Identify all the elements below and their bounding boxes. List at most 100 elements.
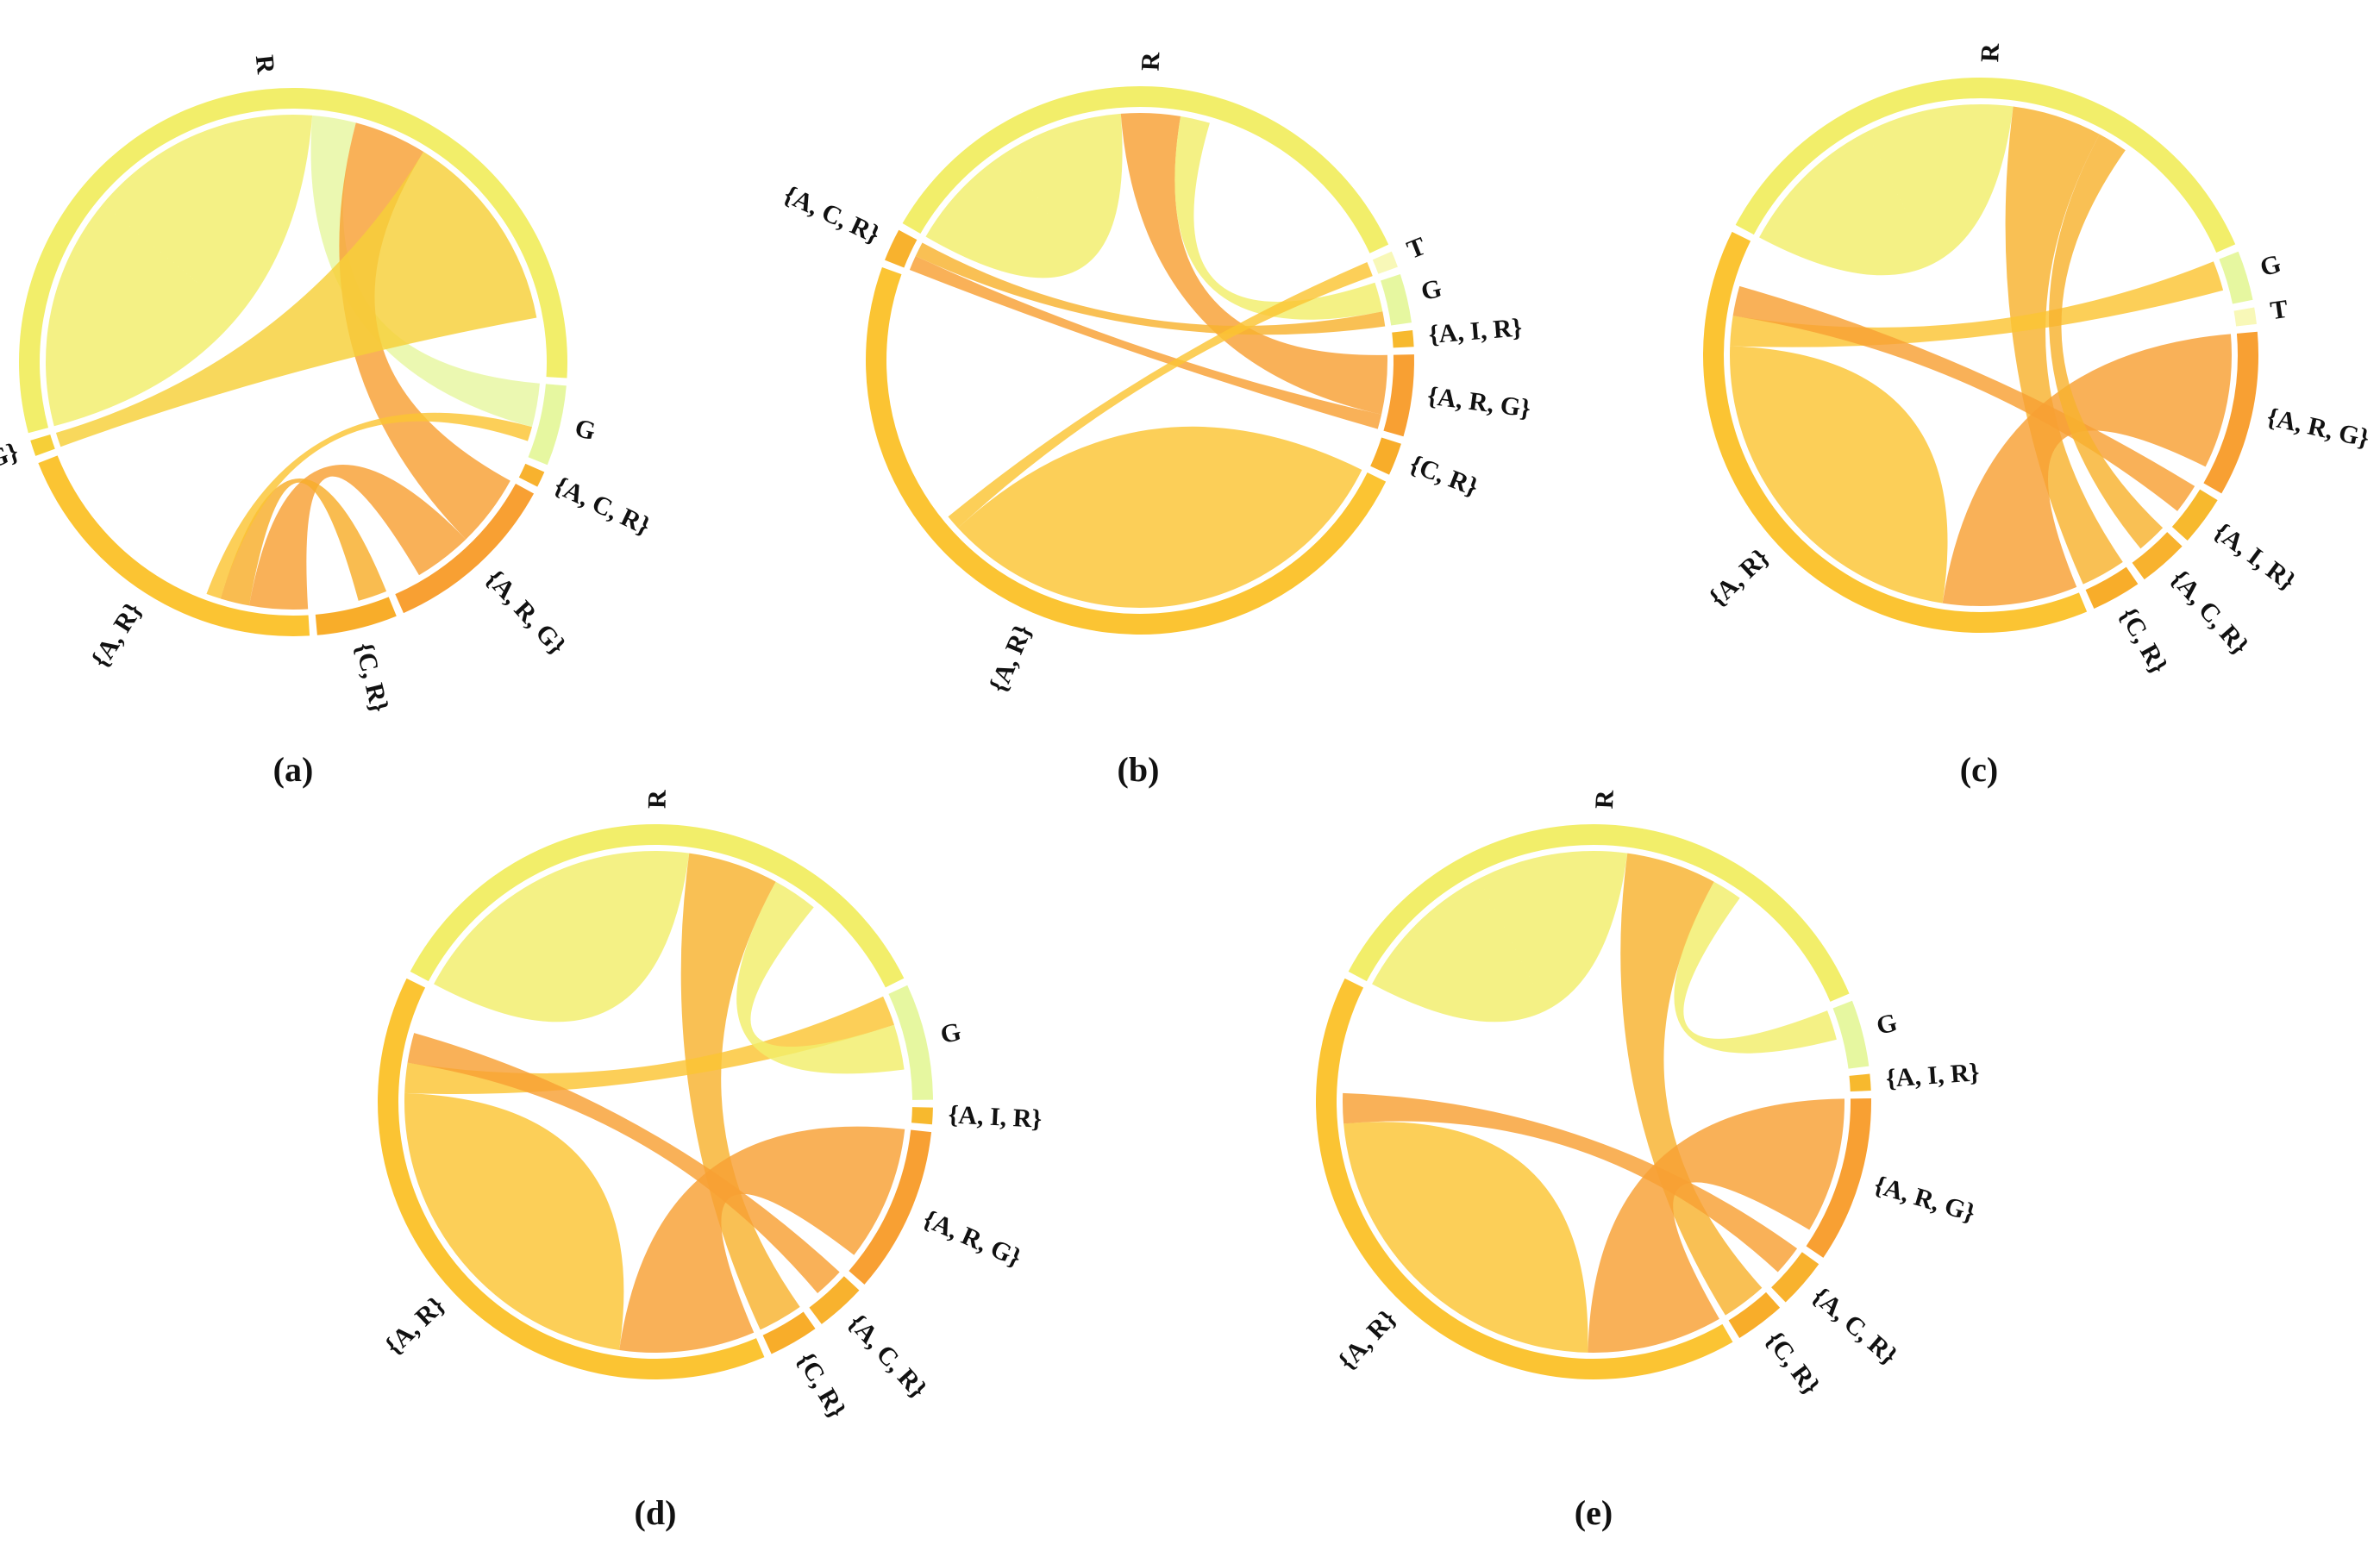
ring-segment-arg — [1383, 354, 1414, 437]
ring-segment-r — [902, 85, 1389, 253]
ring-segment-arg — [2203, 331, 2258, 494]
chord-ribbon-r-arg — [1120, 113, 1387, 415]
chord-ribbon-r-cr — [680, 853, 800, 1330]
chord-diagram-e: R G {A, I, R} {A, R, G} {A, C, R}{C, R} {A, R… — [1316, 790, 1981, 1400]
ring-segment-rg — [30, 434, 55, 456]
segment-label-r: R — [1137, 52, 1166, 72]
chord-ribbon-ar-arg — [619, 1126, 905, 1353]
ring-segment-acr — [2132, 532, 2183, 580]
panel-label-d: (d) — [635, 1493, 677, 1532]
chord-ribbons — [909, 113, 1387, 608]
chord-ribbon-ar-ar — [1730, 346, 1948, 604]
chord-ribbons — [404, 850, 905, 1353]
chord-ribbon-r-cr — [2005, 106, 2123, 585]
segment-label-air: {A, I, R} — [948, 1100, 1043, 1134]
chord-ribbon-ar-air — [1732, 285, 2195, 511]
chord-ribbon-r-rg — [55, 152, 537, 447]
segment-label-cr: {C, R} — [2114, 603, 2173, 679]
chord-ribbon-ar-ar — [404, 1092, 624, 1350]
chord-ribbon-r-cr — [1620, 853, 1763, 1316]
chord-ribbon-r-r — [434, 850, 690, 1023]
chord-ribbon-r-acr — [2049, 134, 2164, 549]
ring-segment-air — [911, 1107, 933, 1125]
chord-ribbon-r-g — [1174, 116, 1383, 320]
segment-label-cr: {C, R} — [1760, 1326, 1826, 1399]
ring-segment-r — [410, 823, 905, 988]
chord-diagram-d: R G {A, I, R} {A, R, G} {A, C, R}{C, R} {A, R… — [378, 790, 1043, 1423]
segment-label-air: {A, I, R} — [2208, 517, 2301, 596]
segment-label-g: G — [1874, 1008, 1901, 1041]
ring-segment-r — [1348, 824, 1850, 1002]
chord-ribbon-acr-arg — [909, 256, 1382, 429]
chord-ribbon-ar-g — [404, 996, 894, 1094]
panel-label-c: (c) — [1960, 750, 1998, 789]
chord-diagram-c: R GT {A, R, G} {A, I, R}{A, C, R}{C, R} {A, … — [1703, 43, 2372, 679]
segment-label-r: R — [1590, 790, 1619, 810]
ring-segment-arg — [849, 1129, 932, 1285]
panel-label-a: (a) — [273, 750, 314, 789]
segment-label-arg: {A, R, G} — [1425, 382, 1532, 423]
chord-ribbon-ar-cr — [220, 478, 387, 606]
ring-segment-arg — [395, 483, 535, 614]
chord-ribbon-ar-g — [1730, 261, 2224, 347]
segment-label-cr: {C, R} — [349, 640, 393, 715]
segment-label-r: R — [643, 790, 672, 809]
chord-ribbon-r-g — [736, 881, 905, 1074]
segment-label-ar: {A, R} — [379, 1291, 450, 1360]
ring-segment-g — [1381, 273, 1412, 326]
segment-label-acr: {A, C, R} — [550, 472, 654, 541]
ring-segment-ar — [38, 455, 310, 636]
segment-label-t: T — [2269, 295, 2290, 326]
segment-label-r: R — [250, 53, 280, 75]
ring-segment-r — [1735, 78, 2236, 253]
chord-ribbon-r-g — [1674, 881, 1837, 1054]
chord-ribbon-r-r — [46, 115, 313, 427]
segment-label-g: G — [938, 1017, 964, 1049]
segment-label-arg: {A, R, G} — [480, 565, 572, 660]
ring-segment-air — [1849, 1073, 1871, 1092]
chord-ribbons — [46, 115, 540, 610]
ring-segment-g — [2219, 251, 2253, 304]
ring-segment-air — [2171, 489, 2218, 541]
segment-label-air: {A, I, R} — [1885, 1058, 1981, 1093]
segment-label-arg: {A, R, G} — [1871, 1171, 1979, 1228]
chord-ribbon-ar-ar — [1343, 1122, 1588, 1353]
chord-ribbon-ar-acr — [407, 1033, 840, 1294]
ring-segment-acr — [885, 229, 918, 268]
chord-ribbon-ar-arg — [1588, 1098, 1845, 1353]
chord-ribbon-ar-arg — [248, 464, 467, 610]
chord-ribbon-ar-g — [206, 412, 532, 599]
segment-label-rg: {R, G} — [0, 437, 22, 487]
segment-label-acr: {A, C, R} — [842, 1309, 932, 1404]
chord-ribbon-r-g — [310, 115, 540, 428]
ring-segment-air — [1392, 329, 1414, 348]
ring-segment-cr — [2085, 566, 2139, 609]
segment-label-acr: {A, C, R} — [1807, 1282, 1902, 1371]
segment-label-g: G — [572, 414, 598, 447]
ring-segment-cr — [762, 1311, 816, 1354]
chord-diagram-b: R TG {A, I, R} {A, R, G} {C, R} {A, R} {A, C, … — [780, 52, 1532, 697]
segment-label-arg: {A, R, G} — [919, 1204, 1025, 1273]
segment-label-t: T — [1403, 232, 1430, 265]
ring-segment-t — [2233, 307, 2257, 327]
ring-segment-acr — [518, 463, 545, 487]
segment-label-acr: {A, C, R} — [780, 180, 884, 249]
segment-label-cr: {C, R} — [792, 1348, 852, 1423]
chord-ribbon-ar-arg — [1942, 334, 2232, 606]
chord-ribbons — [1343, 850, 1845, 1353]
ring-segment-cr — [315, 597, 397, 635]
chord-ribbon-r-r — [925, 113, 1123, 278]
segment-label-acr: {A, C, R} — [2165, 565, 2254, 660]
segment-label-arg: {A, R, G} — [2264, 403, 2372, 453]
panel-label-b: (b) — [1118, 750, 1160, 789]
chord-ribbon-ar-ar — [957, 426, 1362, 608]
segment-label-air: {A, I, R} — [1427, 313, 1523, 349]
segment-label-ar: {A, R} — [1704, 543, 1775, 612]
chord-ribbon-acr-g — [915, 242, 1386, 335]
ring-segment-cr — [1370, 437, 1401, 475]
ring-segment-g — [528, 384, 567, 466]
chord-ribbons — [1730, 103, 2232, 606]
segment-label-ar: {A, R} — [85, 597, 147, 672]
panel-label-e: (e) — [1575, 1493, 1613, 1532]
segment-label-g: G — [2257, 249, 2284, 282]
